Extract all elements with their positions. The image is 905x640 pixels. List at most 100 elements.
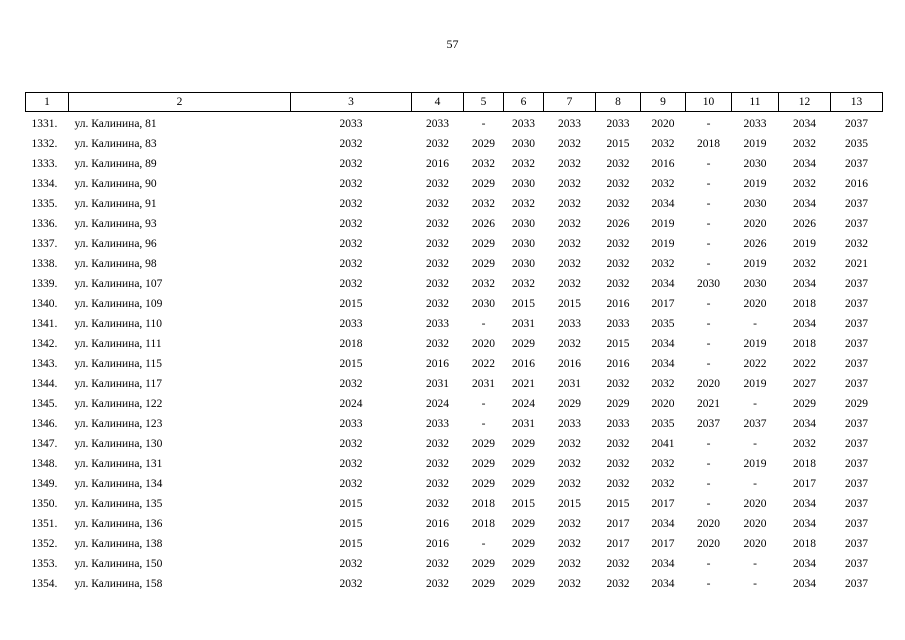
table-cell: - <box>706 458 711 470</box>
table-cell: - <box>753 438 757 450</box>
table-cell: ул. Калинина, 107 <box>74 278 163 290</box>
table-cell: 2029 <box>472 138 495 150</box>
table-cell: ул. Калинина, 158 <box>74 578 163 590</box>
table-cell: 1338. <box>31 258 58 270</box>
table-cell: 2018 <box>793 538 816 550</box>
table-cell: 2019 <box>743 338 767 350</box>
table-cell: 2022 <box>793 358 816 370</box>
table-cell: 2020 <box>743 538 767 550</box>
header-row: 1 2 3 4 5 6 7 8 9 10 11 12 13 <box>25 92 883 112</box>
table-cell: 2032 <box>558 138 581 150</box>
table-cell: 2016 <box>512 358 535 370</box>
table-cell: 2032 <box>558 558 581 570</box>
table-cell: 2031 <box>472 378 495 390</box>
table-row: 1351. ул. Калинина, 136 2015 2016 2018 2029 20… <box>26 514 883 534</box>
table-cell: 2032 <box>339 238 363 250</box>
table-cell: 2031 <box>512 318 535 330</box>
header-cell: 2 <box>68 92 291 112</box>
table-cell: 2019 <box>743 378 767 390</box>
table-cell: 2032 <box>606 458 630 470</box>
table-cell: 2034 <box>793 578 816 590</box>
table-cell: 2017 <box>651 498 675 510</box>
table-cell: ул. Калинина, 117 <box>74 378 163 390</box>
table-cell: 2016 <box>606 358 630 370</box>
header-cell: 8 <box>595 92 641 112</box>
table-cell: ул. Калинина, 122 <box>74 398 163 410</box>
table-cell: 2032 <box>651 258 675 270</box>
table-cell: 2032 <box>558 458 581 470</box>
table-row: 1331. ул. Калинина, 81 2033 2033 - 2033 2033 20… <box>26 112 883 135</box>
table-cell: 2033 <box>426 418 449 430</box>
table-cell: 2015 <box>606 138 630 150</box>
table-cell: 2017 <box>651 298 675 310</box>
table-cell: 2032 <box>339 458 363 470</box>
table-cell: 2016 <box>426 538 449 550</box>
table-cell: 2032 <box>793 438 816 450</box>
table-cell: 2035 <box>845 138 868 150</box>
table-cell: 2029 <box>793 398 816 410</box>
table-cell: 2034 <box>793 198 816 210</box>
table-cell: 2034 <box>651 278 675 290</box>
table-cell: 2029 <box>606 398 630 410</box>
table-cell: 2032 <box>512 158 535 170</box>
table-cell: - <box>706 558 711 570</box>
table-cell: 2032 <box>606 478 630 490</box>
table-cell: 2020 <box>472 338 495 350</box>
table-cell: 2034 <box>651 558 675 570</box>
table-cell: 2032 <box>793 258 816 270</box>
table-cell: 1354. <box>31 578 58 590</box>
table-row: 1345. ул. Калинина, 122 2024 2024 - 2024 2029 2… <box>26 394 883 414</box>
table-cell: 2034 <box>651 578 675 590</box>
table-cell: 2032 <box>426 498 449 510</box>
table-cell: - <box>753 558 757 570</box>
table-cell: 2032 <box>339 198 363 210</box>
table-row: 1342. ул. Калинина, 111 2018 2032 2020 2029 20… <box>26 334 883 354</box>
table-cell: - <box>481 418 486 430</box>
table-row: 1352. ул. Калинина, 138 2015 2016 - 2029 2032 2… <box>26 534 883 554</box>
table-cell: 2032 <box>651 458 675 470</box>
header-cell: 9 <box>640 92 686 112</box>
table-cell: 2024 <box>512 398 535 410</box>
table-cell: 2031 <box>512 418 535 430</box>
table-cell: 2029 <box>512 438 535 450</box>
header-cell: 11 <box>731 92 779 112</box>
table-row: 1347. ул. Калинина, 130 2032 2032 2029 2029 20… <box>26 434 883 454</box>
table-cell: 2029 <box>512 578 535 590</box>
table-cell: 2037 <box>845 338 868 350</box>
table-cell: 2020 <box>743 218 767 230</box>
table-cell: 2033 <box>743 118 767 130</box>
table-cell: 2037 <box>845 318 868 330</box>
header-cell: 3 <box>290 92 412 112</box>
table-cell: ул. Калинина, 123 <box>74 418 163 430</box>
table-cell: 2034 <box>793 278 816 290</box>
table-cell: 2030 <box>472 298 495 310</box>
table-cell: 2037 <box>697 418 720 430</box>
table-cell: 2016 <box>426 158 449 170</box>
table-cell: ул. Калинина, 96 <box>74 238 157 250</box>
table-cell: 2015 <box>558 498 581 510</box>
table-cell: 2027 <box>793 378 816 390</box>
table-row: 1348. ул. Калинина, 131 2032 2032 2029 2029 20… <box>26 454 883 474</box>
table-cell: 2017 <box>606 538 630 550</box>
table-cell: - <box>753 398 757 410</box>
table-cell: - <box>706 298 711 310</box>
table-cell: - <box>753 318 757 330</box>
table-cell: 2030 <box>512 178 535 190</box>
table-cell: 2032 <box>426 478 449 490</box>
table-cell: 2034 <box>651 198 675 210</box>
table-cell: 1351. <box>31 518 58 530</box>
table-cell: 2029 <box>512 478 535 490</box>
table-cell: 1347. <box>31 438 58 450</box>
table-cell: 2015 <box>339 538 363 550</box>
table-cell: 2032 <box>845 238 868 250</box>
table-cell: 2033 <box>339 318 363 330</box>
table-cell: 2026 <box>606 218 630 230</box>
table-cell: 2019 <box>651 238 675 250</box>
table-cell: 2032 <box>339 278 363 290</box>
table-row: 1346. ул. Калинина, 123 2033 2033 - 2031 2033 2… <box>26 414 883 434</box>
table-cell: - <box>706 218 711 230</box>
table-cell: 2037 <box>845 498 868 510</box>
table-cell: - <box>706 178 711 190</box>
table-cell: 2034 <box>793 498 816 510</box>
table-row: 1354. ул. Калинина, 158 2032 2032 2029 2029 20… <box>26 574 883 594</box>
